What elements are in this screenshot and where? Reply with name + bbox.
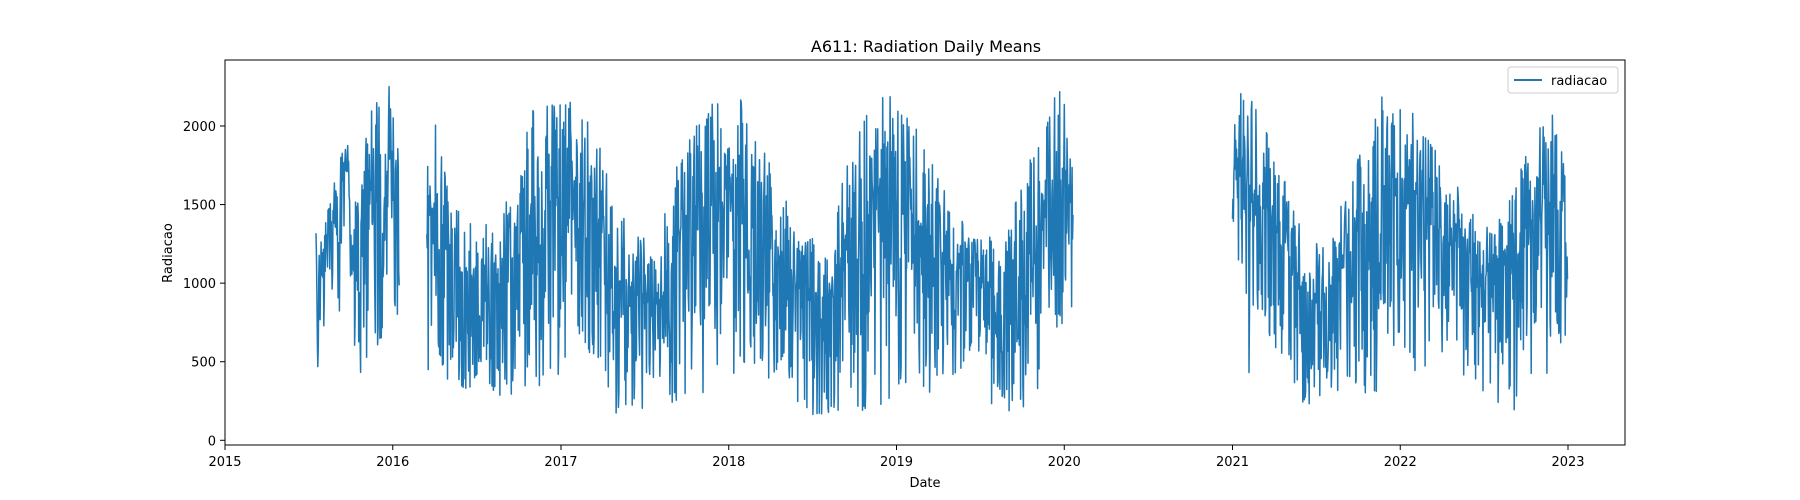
x-tick-label: 2016 [376,455,409,470]
legend: radiacao [1507,66,1619,94]
x-tick-label: 2022 [1384,455,1417,470]
legend-label-radiacao: radiacao [1551,74,1607,89]
legend-box [1507,66,1619,94]
plot-frame [224,59,1626,446]
y-tick-label: 500 [191,356,216,371]
x-tick-label: 2018 [712,455,745,470]
plot-area [224,59,1626,446]
x-tick-label: 2021 [1216,455,1249,470]
y-tick-label: 1500 [183,199,216,214]
x-tick-label: 2020 [1048,455,1081,470]
x-axis-label: Date [909,476,940,491]
y-axis-label: Radiacao [161,223,176,283]
y-axis: 0 500 1000 1500 2000 [183,120,225,449]
y-tick-label: 0 [208,434,216,449]
x-tick-label: 2023 [1551,455,1584,470]
x-tick-label: 2015 [208,455,241,470]
series-line-radiacao [426,91,1074,416]
x-tick-label: 2019 [880,455,913,470]
x-axis: 2015 2016 2017 2018 2019 2020 2021 2022 2023 [208,445,1585,470]
x-tick-label: 2017 [544,455,577,470]
chart-title: A611: Radiation Daily Means [811,37,1041,56]
series-layer [315,85,1569,416]
series-line-radiacao [1231,93,1569,411]
y-tick-label: 2000 [183,120,216,135]
series-line-radiacao [315,85,400,374]
y-tick-label: 1000 [183,277,216,292]
